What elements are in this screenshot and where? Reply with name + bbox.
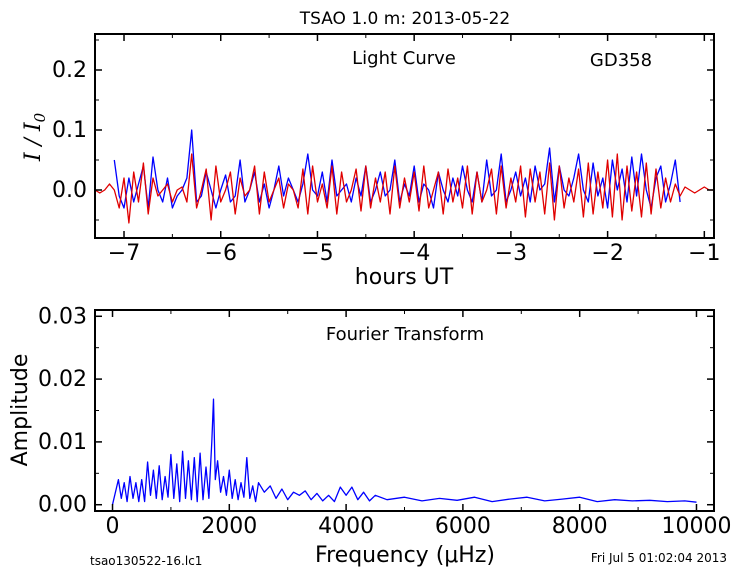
fourier-series-group xyxy=(111,398,697,505)
light-curve-y-tick-label: 0.0 xyxy=(52,178,87,203)
fourier-x-tick-label: 8000 xyxy=(552,514,608,539)
light-curve-y-axis-label: I / I0 xyxy=(21,112,49,162)
star-name-annotation: GD358 xyxy=(590,50,652,71)
fourier-ticks: 0 2000 4000 6000 8000 10000 0.00 0.01 0.02 0.03 xyxy=(38,304,731,539)
light-curve-x-tick-label: −6 xyxy=(205,241,237,266)
light-curve-x-tick-label: −1 xyxy=(688,241,720,266)
fourier-x-tick-label: 4000 xyxy=(318,514,374,539)
light-curve-ticks: −7 −6 −5 −4 −3 −2 −1 0.0 0.1 0.2 xyxy=(52,34,721,266)
fourier-y-axis-label: Amplitude xyxy=(8,354,33,467)
fourier-y-tick-label: 0.02 xyxy=(38,367,87,392)
figure-title: TSAO 1.0 m: 2013-05-22 xyxy=(299,9,511,29)
fourier-y-tick-label: 0.03 xyxy=(38,304,87,329)
light-curve-x-axis-label: hours UT xyxy=(355,265,454,290)
fourier-x-axis-label: Frequency (μHz) xyxy=(315,543,495,568)
light-curve-series-line-1 xyxy=(95,153,714,224)
light-curve-panel: −7 −6 −5 −4 −3 −2 −1 0.0 0.1 0.2 Light Curve GD35… xyxy=(21,33,721,290)
light-curve-x-tick-label: −3 xyxy=(495,241,527,266)
fourier-title: Fourier Transform xyxy=(326,324,484,345)
light-curve-x-tick-label: −2 xyxy=(591,241,623,266)
timestamp-label: Fri Jul 5 01:02:04 2013 xyxy=(591,551,727,565)
light-curve-x-tick-label: −5 xyxy=(301,241,333,266)
fourier-y-tick-label: 0.01 xyxy=(38,430,87,455)
light-curve-x-tick-label: −7 xyxy=(108,241,140,266)
light-curve-y-tick-label: 0.2 xyxy=(52,58,87,83)
fourier-transform-panel: 0 2000 4000 6000 8000 10000 0.00 0.01 0.02 0.03 F… xyxy=(8,304,731,568)
fourier-x-tick-label: 2000 xyxy=(201,514,257,539)
light-curve-y-tick-label: 0.1 xyxy=(52,118,87,143)
fourier-x-tick-label: 0 xyxy=(106,514,120,539)
fourier-x-tick-label: 10000 xyxy=(661,514,731,539)
source-file-label: tsao130522-16.lc1 xyxy=(90,554,202,568)
fourier-x-tick-label: 6000 xyxy=(435,514,491,539)
light-curve-title: Light Curve xyxy=(352,48,456,69)
light-curve-series-group xyxy=(95,129,714,224)
fourier-series-line-0 xyxy=(111,398,697,505)
light-curve-x-tick-label: −4 xyxy=(398,241,430,266)
light-curve-plot-frame xyxy=(94,33,715,239)
fourier-y-tick-label: 0.00 xyxy=(38,493,87,518)
